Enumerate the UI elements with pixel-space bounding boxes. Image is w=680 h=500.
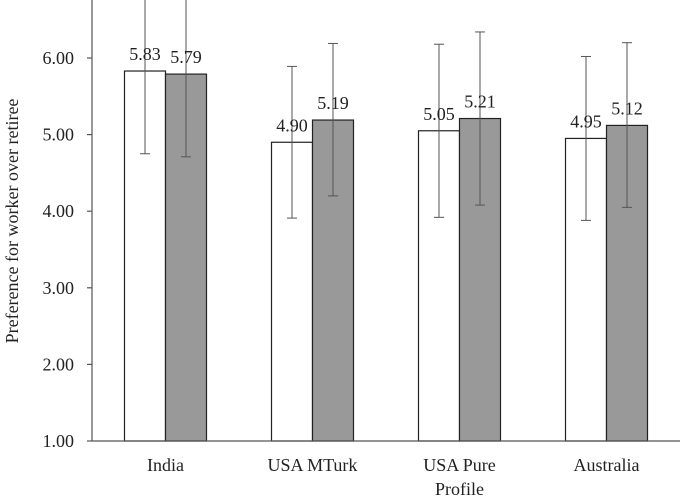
y-tick-label: 4.00 [43, 201, 75, 221]
data-label-india-series-2: 5.79 [170, 47, 202, 67]
y-ticks-layer: 1.00 2.00 3.00 4.00 5.00 6.00 [43, 48, 92, 451]
y-axis-title: Preference for worker over retiree [2, 99, 22, 344]
y-tick-label: 3.00 [43, 278, 75, 298]
data-label-usa-mturk-series-1: 4.90 [276, 115, 308, 135]
error-bars-layer [140, 0, 632, 221]
data-label-australia-series-1: 4.95 [570, 111, 602, 131]
data-label-usa-pure-profile-series-1: 5.05 [423, 104, 455, 124]
bar-usa-mturk-series-2 [311, 119, 355, 442]
data-label-india-series-1: 5.83 [129, 44, 161, 64]
x-category-label-australia: Australia [574, 455, 640, 475]
data-label-usa-pure-profile-series-2: 5.21 [464, 92, 496, 112]
x-category-label-usa-pure-profile: USA Pure Profile [423, 455, 496, 499]
x-category-label-india: India [147, 455, 184, 475]
y-tick-label: 6.00 [43, 48, 75, 68]
data-labels-layer: 5.83 5.79 4.90 5.19 5.05 5.21 4.95 5.12 [129, 44, 643, 135]
y-tick-label: 1.00 [43, 431, 75, 451]
y-tick-label: 5.00 [43, 125, 75, 145]
y-tick-label: 2.00 [43, 354, 75, 374]
data-label-australia-series-2: 5.12 [611, 98, 643, 118]
data-label-usa-mturk-series-2: 5.19 [317, 93, 349, 113]
bars-layer [123, 70, 649, 442]
x-categories-layer: India USA MTurk USA Pure Profile Australia [147, 455, 639, 499]
x-category-label-usa-mturk: USA MTurk [268, 455, 358, 475]
